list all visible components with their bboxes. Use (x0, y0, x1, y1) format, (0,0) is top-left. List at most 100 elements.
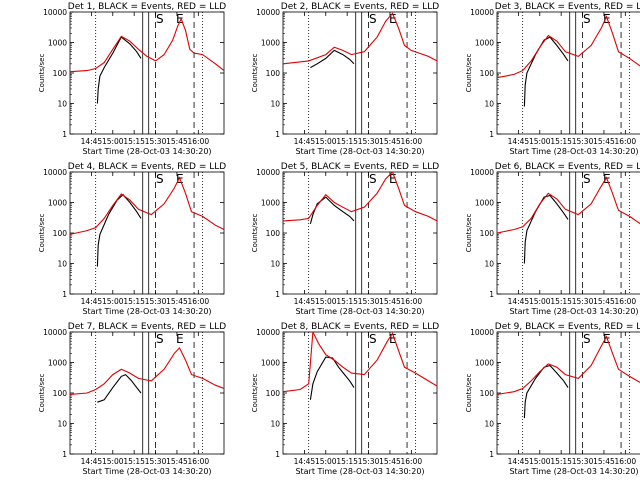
series-line-events (523, 364, 569, 419)
plot-frame (282, 171, 438, 295)
series-line-events (523, 194, 569, 264)
y-axis-label: Counts/sec (251, 214, 259, 253)
y-axis-label: Counts/sec (38, 214, 46, 253)
y-tick-label: 100 (53, 229, 68, 238)
x-axis-label: Start Time (28-Oct-03 14:30:20) (295, 147, 424, 156)
y-tick-label: 10 (270, 260, 280, 269)
x-tick-label: 16:00 (615, 457, 637, 466)
y-axis-label: Counts/sec (465, 54, 473, 93)
marker-s-label: S (156, 332, 164, 346)
y-tick-label: 10 (270, 100, 280, 109)
x-tick-label: 15:45 (166, 137, 188, 146)
x-tick-label: 15:15 (550, 457, 572, 466)
chart-title: Det 9, BLACK = Events, RED = LLD (495, 322, 640, 332)
y-tick-label: 10 (484, 100, 494, 109)
series-group (497, 335, 640, 419)
y-tick-label: 10000 (43, 328, 67, 337)
series-line-lld (70, 346, 224, 395)
y-tick-label: 100 (53, 389, 68, 398)
series-group (283, 172, 437, 224)
x-tick-label: 15:30 (358, 297, 380, 306)
chart-title: Det 4, BLACK = Events, RED = LLD (68, 162, 227, 172)
x-tick-label: 15:00 (102, 457, 124, 466)
plot-frame (69, 171, 225, 295)
x-tick-label: 15:15 (550, 297, 572, 306)
plot-frame (69, 331, 225, 455)
series-group (497, 176, 640, 264)
y-tick-label: 1000 (48, 359, 67, 368)
series-group (283, 332, 437, 400)
x-tick-label: 15:00 (102, 137, 124, 146)
y-axis-label: Counts/sec (38, 374, 46, 413)
y-tick-label: 100 (480, 229, 495, 238)
x-tick-label: 14:45 (508, 137, 530, 146)
y-tick-label: 10 (57, 100, 67, 109)
x-tick-label: 14:45 (508, 457, 530, 466)
chart-title: Det 2, BLACK = Events, RED = LLD (281, 2, 440, 12)
chart-panel-8: S E 1 10 100 1000 10000 14:45 15:00 15:15 15:30 15:… (251, 322, 439, 476)
x-tick-label: 14:45 (294, 297, 316, 306)
y-tick-label: 10 (57, 420, 67, 429)
series-line-events (309, 196, 355, 224)
y-tick-label: 10 (270, 420, 280, 429)
marker-s-label: S (583, 12, 591, 26)
marker-e-label: E (389, 172, 397, 186)
y-tick-label: 1000 (475, 199, 494, 208)
marker-s-label: S (583, 332, 591, 346)
x-tick-label: 15:30 (572, 457, 594, 466)
y-tick-label: 1000 (261, 199, 280, 208)
series-line-lld (283, 332, 437, 393)
x-axis-label: Start Time (28-Oct-03 14:30:20) (295, 467, 424, 476)
y-tick-label: 10000 (43, 8, 67, 17)
x-tick-label: 15:00 (529, 137, 551, 146)
series-line-events (310, 49, 355, 69)
y-tick-label: 10000 (256, 8, 280, 17)
x-axis-label: Start Time (28-Oct-03 14:30:20) (295, 307, 424, 316)
x-tick-label: 15:15 (336, 137, 358, 146)
marker-s-label: S (369, 332, 377, 346)
marker-s-label: S (156, 12, 164, 26)
x-tick-label: 15:30 (145, 457, 167, 466)
x-tick-label: 15:15 (336, 457, 358, 466)
y-axis-label: Counts/sec (38, 54, 46, 93)
x-tick-label: 15:15 (123, 137, 145, 146)
marker-s-label: S (369, 12, 377, 26)
series-line-lld (70, 176, 224, 235)
x-tick-label: 14:45 (294, 457, 316, 466)
x-tick-label: 15:30 (145, 297, 167, 306)
y-tick-label: 10000 (256, 168, 280, 177)
x-tick-label: 14:45 (508, 297, 530, 306)
chart-title: Det 6, BLACK = Events, RED = LLD (495, 162, 640, 172)
x-axis-label: Start Time (28-Oct-03 14:30:20) (82, 147, 211, 156)
x-tick-label: 15:15 (123, 297, 145, 306)
y-tick-label: 1 (489, 450, 494, 459)
series-group (70, 176, 224, 267)
x-tick-label: 16:00 (188, 297, 210, 306)
x-tick-label: 15:00 (529, 297, 551, 306)
y-tick-label: 100 (480, 389, 495, 398)
marker-e-label: E (389, 12, 397, 26)
plot-frame (282, 11, 438, 135)
series-line-lld (283, 172, 437, 222)
y-tick-label: 1 (62, 290, 67, 299)
x-tick-label: 14:45 (81, 457, 103, 466)
x-tick-label: 15:15 (336, 297, 358, 306)
series-group (70, 346, 224, 403)
x-tick-label: 15:00 (315, 457, 337, 466)
x-tick-label: 15:45 (379, 137, 401, 146)
chart-title: Det 3, BLACK = Events, RED = LLD (495, 2, 640, 12)
y-tick-label: 10000 (256, 328, 280, 337)
x-tick-label: 15:45 (379, 297, 401, 306)
x-tick-label: 15:30 (358, 137, 380, 146)
series-line-events (97, 373, 142, 403)
y-axis-label: Counts/sec (465, 374, 473, 413)
plot-frame (69, 11, 225, 135)
x-tick-label: 15:45 (166, 457, 188, 466)
plot-frame (496, 331, 640, 455)
marker-e-label: E (389, 332, 397, 346)
chart-title: Det 7, BLACK = Events, RED = LLD (68, 322, 227, 332)
x-tick-label: 14:45 (294, 137, 316, 146)
